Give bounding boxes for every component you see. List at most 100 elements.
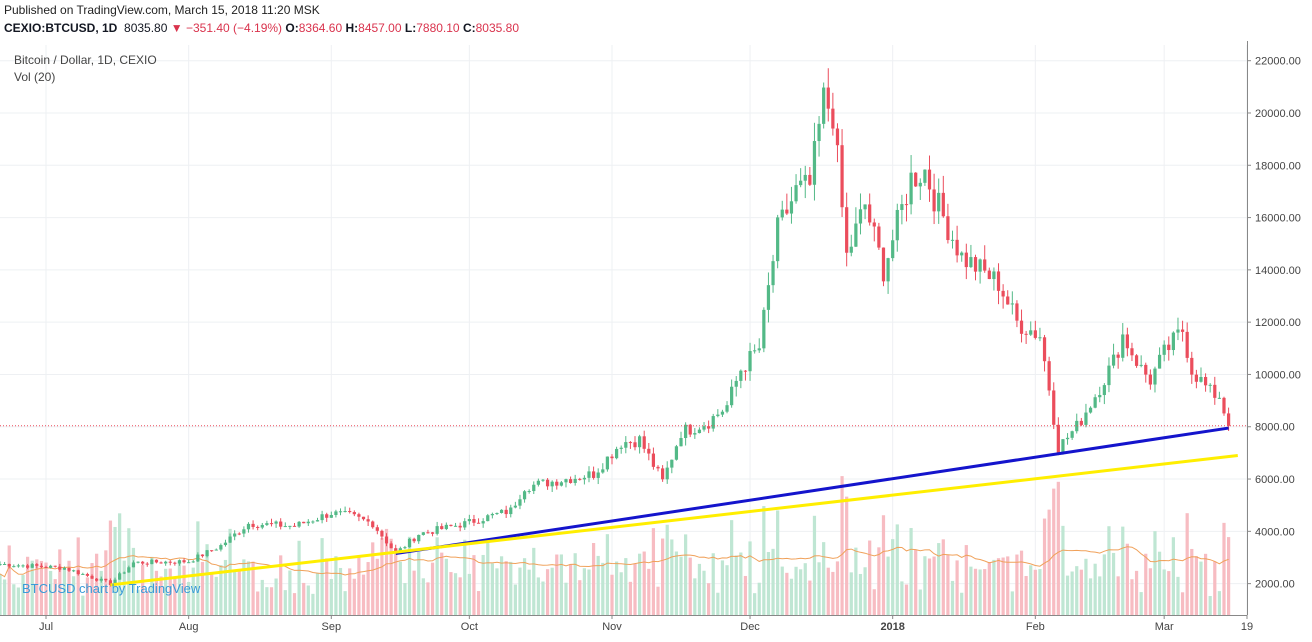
candle-body (826, 87, 830, 109)
chart-area[interactable]: 8035.80 2000.00 4000.00 6000.00 8000.00 1000… (0, 41, 1312, 637)
volume-bar (168, 568, 172, 615)
candle-body (684, 424, 688, 439)
price-axis[interactable]: 2000.00 4000.00 6000.00 8000.00 10000.00 1200… (1247, 41, 1312, 637)
volume-bar (637, 553, 642, 615)
volume-bar (21, 575, 25, 615)
volume-bar (707, 583, 711, 615)
candle-body (711, 416, 715, 429)
volume-bar (177, 561, 182, 615)
ohlc-line: CEXIO:BTCUSD, 1D 8035.80 ▼ −351.40 (−4.1… (4, 21, 519, 35)
x-tick-label: Mar (1155, 621, 1174, 633)
candle-body (44, 566, 48, 568)
volume-bar (297, 540, 301, 615)
candle-body (725, 405, 729, 412)
price-axis-bg (1247, 41, 1312, 637)
volume-bar (794, 566, 798, 615)
volume-bar (509, 561, 513, 615)
volume-bar (743, 575, 748, 615)
volume-bar (693, 578, 697, 615)
candle-body (173, 562, 177, 564)
candle-body (343, 511, 347, 513)
candle-body (1024, 333, 1028, 335)
candle-body (973, 257, 978, 272)
volume-bar (665, 524, 669, 615)
price-chart[interactable]: 8035.80 2000.00 4000.00 6000.00 8000.00 1000… (0, 41, 1312, 637)
candle-body (670, 459, 674, 468)
candle-body (1180, 329, 1185, 332)
volume-bar (417, 552, 421, 615)
volume-bar (582, 568, 586, 615)
candle-body (325, 514, 329, 518)
volume-bar (1203, 553, 1208, 615)
candle-body (794, 185, 798, 202)
volume-bar (343, 591, 347, 615)
y-tick-label: 4000.00 (1255, 526, 1295, 538)
y-tick-label: 2000.00 (1255, 579, 1295, 591)
volume-bar (863, 567, 867, 615)
candle-body (633, 442, 637, 448)
candle-body (417, 534, 421, 542)
candle-body (1093, 397, 1097, 408)
candle-body (164, 561, 168, 564)
candle-body (306, 521, 310, 524)
volume-bar (886, 556, 890, 615)
volume-bar (831, 571, 835, 615)
candle-body (969, 257, 973, 268)
volume-bar (164, 568, 168, 615)
volume-bar (472, 555, 476, 615)
volume-bar (656, 586, 660, 615)
candle-body (702, 426, 706, 430)
volume-bar (1217, 591, 1222, 615)
yellow-trendline (110, 454, 1238, 587)
time-axis[interactable]: Jul Aug Sep Oct Nov Dec 2018 Feb Mar 19 (0, 615, 1253, 633)
candle-body (619, 447, 623, 449)
candle-body (863, 204, 867, 210)
candle-body (1130, 348, 1134, 356)
volume-bar (159, 576, 163, 615)
volume-bar (366, 562, 370, 615)
candle-body (1144, 364, 1148, 375)
candle-body (283, 526, 287, 528)
candle-body (1194, 374, 1198, 382)
candle-body (187, 562, 191, 564)
volume-bar (357, 555, 361, 615)
candle-body (228, 536, 232, 543)
candle-body (352, 512, 356, 515)
candle-body (803, 174, 807, 181)
last-price-value: 8035.80 (124, 21, 168, 35)
volume-bar (587, 569, 591, 615)
candle-body (1047, 361, 1051, 391)
volume-bar (504, 561, 508, 615)
volume-bar (292, 593, 297, 615)
symbol-label[interactable]: CEXIO:BTCUSD, 1D (4, 21, 118, 35)
candle-body (868, 204, 872, 223)
volume-bar (150, 556, 154, 615)
candle-body (141, 561, 145, 564)
candle-body (260, 524, 264, 528)
x-tick-label: Nov (602, 621, 622, 633)
volume-bar (780, 566, 784, 615)
volume-bar (757, 582, 761, 615)
candle-body (904, 204, 909, 206)
candle-body (1056, 424, 1060, 454)
candle-body (2, 563, 7, 565)
volume-bar (1088, 578, 1093, 615)
volume-bar (1153, 531, 1157, 615)
candle-body (822, 87, 826, 124)
volume-bar (1213, 561, 1217, 615)
volume-bar (283, 590, 287, 615)
candle-body (357, 514, 361, 517)
volume-bar (891, 539, 895, 615)
y-tick-label: 10000.00 (1255, 369, 1301, 381)
volume-bar (614, 561, 619, 615)
volume-bar (716, 592, 720, 615)
candle-body (279, 521, 283, 527)
candle-body (426, 532, 430, 534)
volume-bar (1033, 569, 1037, 615)
candle-body (214, 549, 218, 551)
candle-body (407, 538, 412, 548)
candle-body (771, 261, 775, 286)
trendlines[interactable] (110, 426, 1238, 587)
volume-bar (182, 565, 186, 615)
x-tick-label: Sep (322, 621, 342, 633)
